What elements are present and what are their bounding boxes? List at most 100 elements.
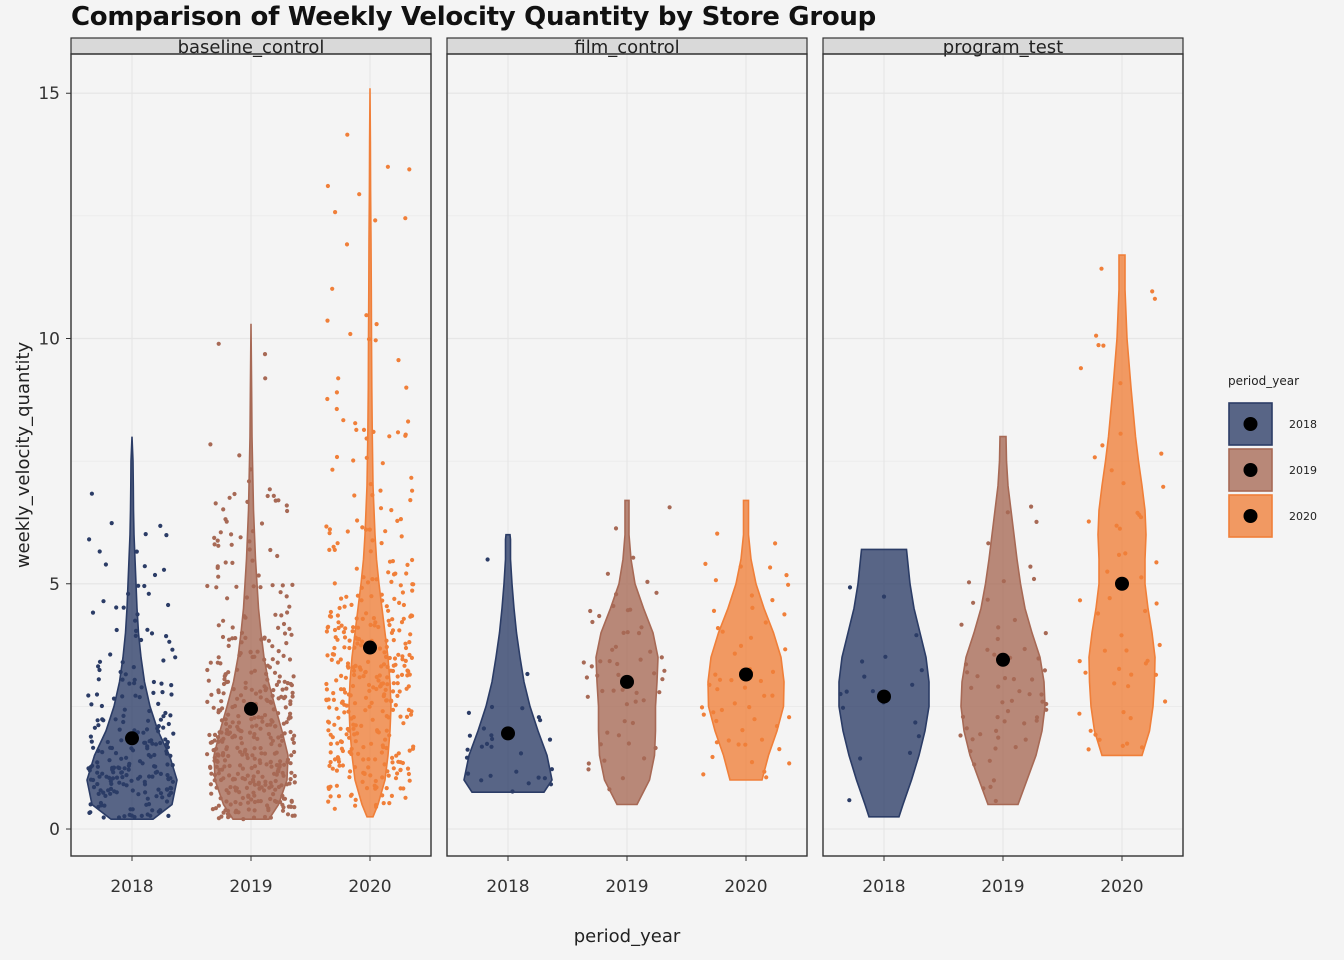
data-point: [215, 735, 221, 740]
data-point: [368, 549, 373, 554]
data-point: [259, 715, 264, 720]
data-point: [349, 602, 354, 608]
data-point: [232, 703, 238, 709]
data-point: [346, 709, 351, 714]
data-point: [371, 616, 376, 621]
data-point: [387, 434, 392, 439]
data-point: [714, 740, 720, 745]
data-point: [382, 650, 387, 655]
data-point: [171, 731, 176, 736]
data-point: [782, 612, 787, 617]
data-point: [347, 735, 352, 740]
data-point: [259, 785, 264, 790]
data-point: [1154, 601, 1159, 606]
data-point: [403, 433, 408, 438]
data-point: [121, 719, 126, 725]
data-point: [715, 531, 720, 536]
data-point: [770, 693, 775, 698]
data-point: [407, 748, 412, 753]
data-point: [218, 661, 223, 666]
data-point: [90, 763, 95, 768]
data-point: [340, 748, 345, 754]
data-point: [376, 624, 381, 630]
data-point: [271, 493, 276, 498]
data-point: [281, 721, 286, 726]
data-point: [602, 758, 607, 763]
data-point: [216, 688, 221, 693]
legend-label-2019: 2019: [1289, 464, 1317, 477]
data-point: [230, 560, 235, 566]
data-point: [284, 594, 289, 599]
data-point: [1163, 699, 1168, 704]
data-point: [221, 736, 226, 742]
y-tick-label: 10: [38, 330, 60, 350]
data-point: [777, 747, 782, 752]
data-point: [762, 769, 767, 774]
data-point: [707, 682, 712, 688]
data-point: [91, 777, 96, 783]
data-point: [366, 659, 371, 665]
data-point: [711, 608, 717, 614]
data-point: [156, 701, 161, 707]
data-point: [346, 665, 351, 670]
data-point: [227, 763, 232, 769]
data-point: [275, 553, 280, 559]
data-point: [654, 590, 659, 595]
data-point: [720, 629, 725, 634]
data-point: [290, 582, 295, 588]
data-point: [652, 671, 657, 676]
data-point: [373, 778, 378, 784]
data-point: [1028, 564, 1033, 569]
data-point: [330, 652, 335, 657]
data-point: [232, 733, 237, 738]
data-point: [109, 781, 114, 787]
data-point: [224, 727, 230, 733]
data-point: [366, 337, 372, 342]
data-point: [750, 605, 755, 611]
data-point: [216, 341, 221, 346]
data-point: [409, 475, 414, 480]
data-point: [241, 698, 246, 704]
data-point: [840, 705, 846, 710]
data-point: [328, 760, 333, 765]
data-point: [588, 608, 593, 614]
data-point: [995, 636, 1000, 642]
data-point: [330, 766, 335, 771]
data-point: [141, 730, 146, 735]
data-point: [713, 672, 718, 677]
data-point: [101, 718, 106, 723]
data-point: [360, 639, 365, 644]
data-point: [351, 722, 356, 727]
data-point: [252, 782, 257, 787]
data-point: [359, 643, 364, 648]
data-point: [325, 396, 330, 402]
data-point: [1099, 266, 1104, 271]
data-point: [382, 692, 387, 697]
data-point: [165, 773, 170, 778]
data-point: [263, 782, 268, 787]
data-point: [215, 564, 220, 569]
data-point: [154, 794, 159, 799]
data-point: [268, 796, 273, 802]
data-point: [86, 693, 91, 698]
data-point: [288, 777, 293, 782]
data-point: [399, 672, 405, 678]
data-point: [389, 793, 394, 799]
data-point: [158, 808, 163, 813]
jitter-points-program_test-2019: [958, 504, 1049, 804]
data-point: [605, 571, 611, 576]
data-point: [127, 812, 132, 818]
data-point: [117, 727, 122, 732]
data-point: [114, 627, 119, 633]
data-point: [332, 806, 337, 811]
data-point: [378, 684, 383, 689]
data-point: [611, 603, 616, 609]
data-point: [121, 713, 126, 719]
data-point: [987, 758, 992, 763]
data-point: [390, 628, 396, 633]
data-point: [403, 216, 408, 221]
data-point: [613, 644, 619, 649]
data-point: [143, 790, 148, 795]
data-point: [1030, 677, 1035, 682]
data-point: [276, 679, 281, 684]
